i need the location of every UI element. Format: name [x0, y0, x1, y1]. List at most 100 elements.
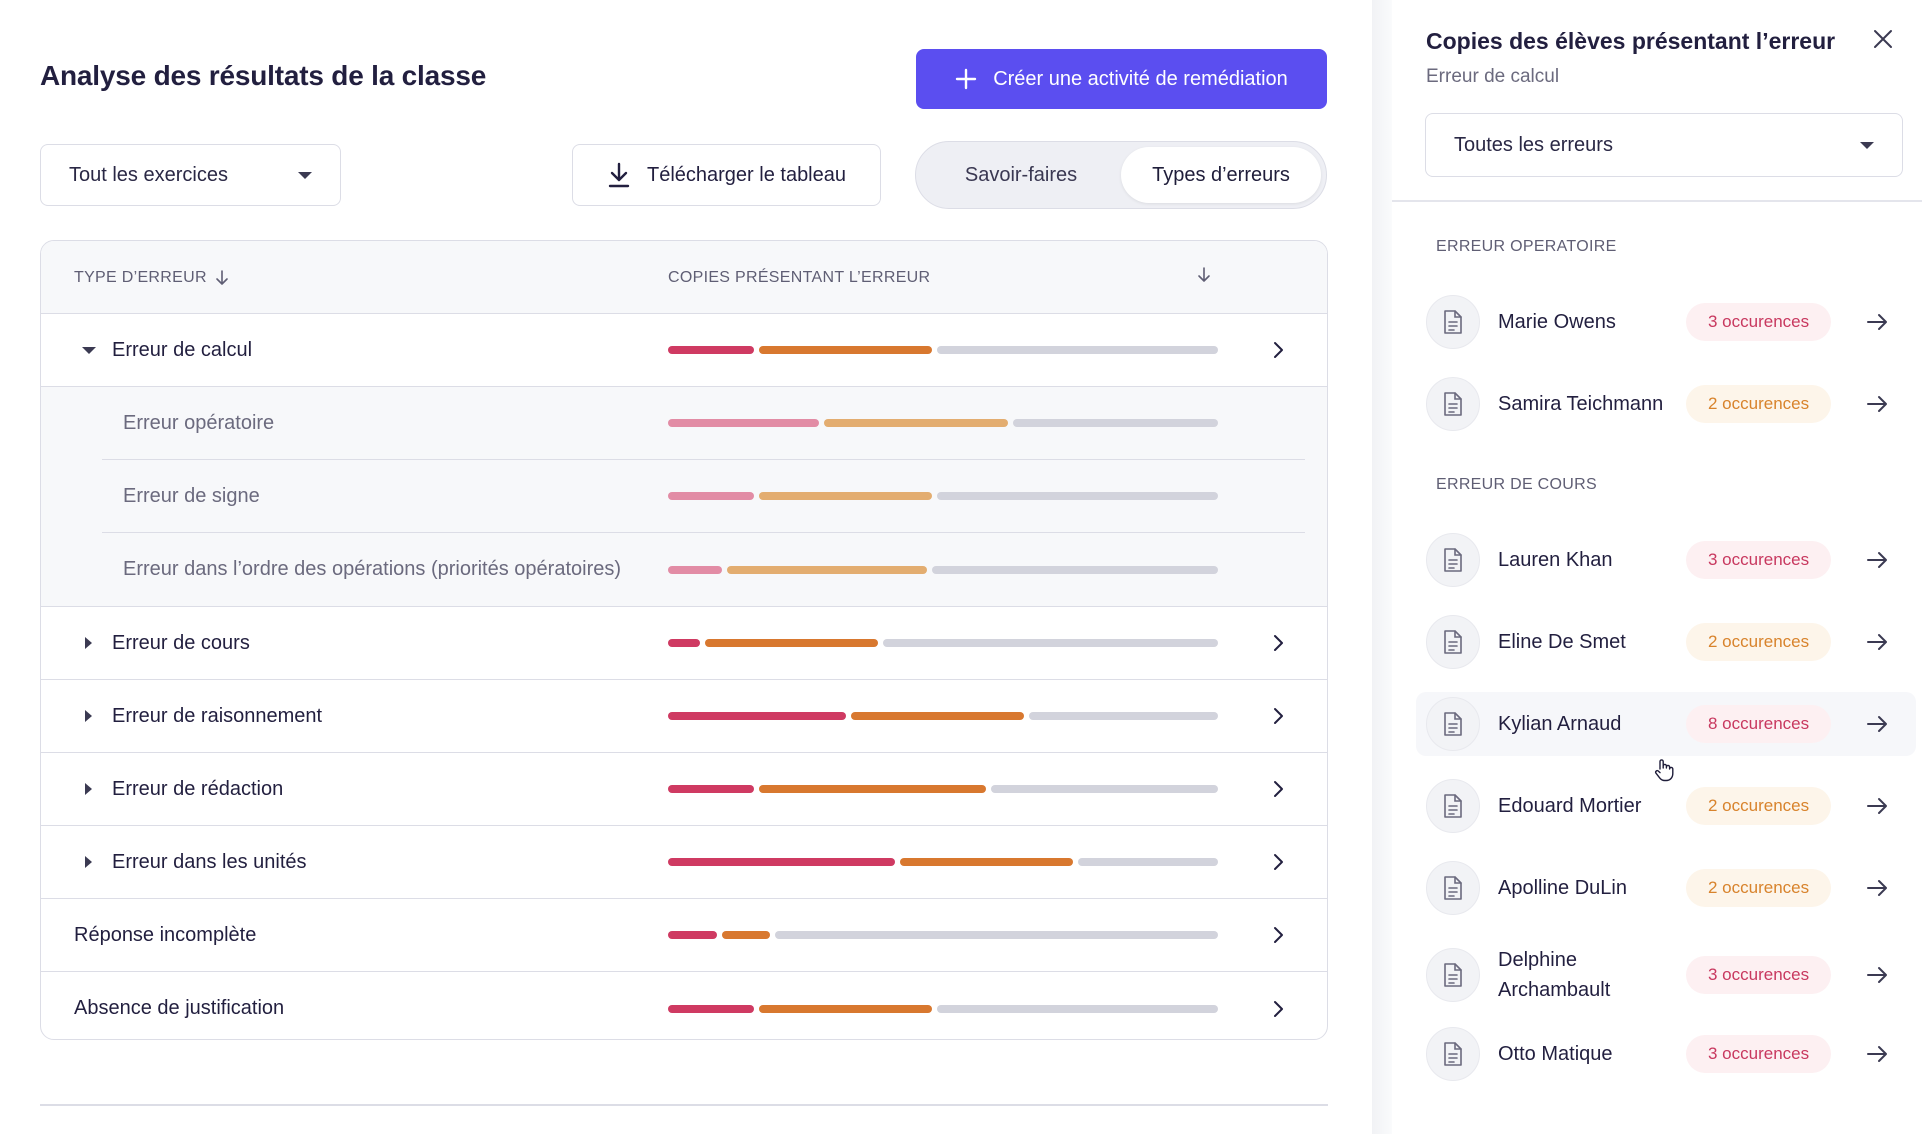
- arrow-right-icon[interactable]: [1866, 966, 1888, 984]
- chevron-right-icon[interactable]: [1271, 926, 1285, 944]
- bar-segment-moderate: [824, 419, 1008, 427]
- table-row[interactable]: Réponse incomplète: [41, 899, 1327, 972]
- chevron-right-icon[interactable]: [1271, 1000, 1285, 1018]
- divider: [1392, 200, 1922, 202]
- create-remediation-button[interactable]: Créer une activité de remédiation: [916, 49, 1327, 109]
- student-row[interactable]: Lauren Khan 3 occurences: [1416, 528, 1916, 592]
- error-distribution-bar: [668, 346, 1218, 354]
- error-table: TYPE D’ERREUR COPIES PRÉSENTANT L’ERREUR…: [40, 240, 1328, 1040]
- table-row[interactable]: Erreur de raisonnement: [41, 680, 1327, 753]
- student-name: Kylian Arnaud: [1498, 713, 1622, 735]
- divider: [40, 1104, 1328, 1106]
- table-row[interactable]: Erreur de calcul: [41, 314, 1327, 387]
- student-row[interactable]: Eline De Smet 2 occurences: [1416, 610, 1916, 674]
- close-icon[interactable]: [1872, 28, 1894, 50]
- side-panel: Copies des élèves présentant l’erreur Er…: [1392, 0, 1922, 1134]
- arrow-right-icon[interactable]: [1866, 879, 1888, 897]
- bar-segment-moderate: [705, 639, 879, 647]
- student-row[interactable]: Kylian Arnaud 8 occurences: [1416, 692, 1916, 756]
- student-row[interactable]: Delphine Archambault 3 occurences: [1416, 938, 1916, 1012]
- caret-right-icon[interactable]: [85, 710, 92, 722]
- bar-segment-severe: [668, 712, 847, 720]
- table-row[interactable]: Erreur de cours: [41, 607, 1327, 680]
- student-name: Lauren Khan: [1498, 549, 1613, 571]
- error-filter-select[interactable]: Toutes les erreurs: [1425, 113, 1903, 177]
- bar-segment-severe: [668, 492, 755, 500]
- student-name: Edouard Mortier: [1498, 795, 1642, 817]
- error-distribution-bar: [668, 785, 1218, 793]
- header-copies-label: COPIES PRÉSENTANT L’ERREUR: [668, 269, 931, 286]
- arrow-right-icon[interactable]: [1866, 551, 1888, 569]
- caret-down-icon: [298, 171, 312, 179]
- header-type-sort[interactable]: TYPE D’ERREUR: [74, 269, 229, 287]
- student-row[interactable]: Otto Matique 3 occurences: [1416, 1022, 1916, 1086]
- table-row[interactable]: Absence de justification: [41, 972, 1327, 1039]
- student-name: Samira Teichmann: [1498, 393, 1664, 415]
- bar-segment-moderate: [727, 565, 927, 574]
- bar-segment-none: [775, 931, 1218, 939]
- chevron-right-icon[interactable]: [1271, 853, 1285, 871]
- row-label: Erreur dans les unités: [112, 850, 307, 873]
- section-title: ERREUR DE COURS: [1436, 476, 1597, 493]
- download-table-button[interactable]: Télécharger le tableau: [572, 144, 881, 206]
- table-body: Erreur de calcul Erreur opératoire Erreur …: [41, 314, 1327, 1039]
- bar-segment-moderate: [721, 931, 771, 939]
- subrow-label: Erreur dans l’ordre des opérations (prio…: [123, 558, 622, 580]
- bar-segment-moderate: [759, 785, 987, 793]
- bar-segment-severe: [668, 346, 755, 354]
- student-row[interactable]: Apolline DuLin 2 occurences: [1416, 856, 1916, 920]
- error-distribution-bar: [668, 492, 1218, 500]
- chevron-right-icon[interactable]: [1271, 634, 1285, 652]
- row-label: Erreur de cours: [112, 631, 250, 654]
- document-icon: [1426, 948, 1480, 1002]
- chevron-right-icon[interactable]: [1271, 780, 1285, 798]
- bar-segment-severe: [668, 931, 717, 939]
- occurrence-badge: 2 occurences: [1686, 385, 1832, 423]
- error-filter-value: Toutes les erreurs: [1454, 133, 1613, 156]
- bar-segment-moderate: [759, 1004, 933, 1013]
- table-subrow[interactable]: Erreur de signe: [102, 460, 1305, 533]
- side-panel-shadow: [1372, 0, 1392, 1134]
- table-row[interactable]: Erreur dans les unités: [41, 826, 1327, 899]
- table-row[interactable]: Erreur de rédaction: [41, 753, 1327, 826]
- arrow-right-icon[interactable]: [1866, 395, 1888, 413]
- bar-segment-none: [937, 346, 1218, 354]
- side-panel-title: Copies des élèves présentant l’erreur: [1426, 28, 1836, 54]
- caret-right-icon[interactable]: [85, 783, 92, 795]
- arrow-right-icon[interactable]: [1866, 715, 1888, 733]
- arrow-right-icon[interactable]: [1866, 313, 1888, 331]
- bar-segment-severe: [668, 419, 820, 427]
- student-row[interactable]: Edouard Mortier 2 occurences: [1416, 774, 1916, 838]
- error-distribution-bar: [668, 712, 1218, 720]
- bar-segment-severe: [668, 639, 701, 647]
- document-icon: [1426, 697, 1480, 751]
- main-panel: Analyse des résultats de la classe Créer…: [40, 49, 1328, 1106]
- bar-segment-none: [937, 1004, 1218, 1013]
- bar-segment-none: [883, 639, 1218, 647]
- row-label: Erreur de rédaction: [112, 777, 284, 800]
- sort-arrow-down-icon[interactable]: [1197, 267, 1211, 283]
- caret-down-icon[interactable]: [82, 346, 96, 354]
- student-row[interactable]: Samira Teichmann 2 occurences: [1416, 372, 1916, 436]
- chevron-right-icon[interactable]: [1271, 341, 1285, 359]
- bar-segment-none: [931, 565, 1218, 574]
- caret-right-icon[interactable]: [85, 637, 92, 649]
- sub-rows: Erreur opératoire Erreur de signe Erreur d…: [41, 387, 1327, 607]
- exercise-select[interactable]: Tout les exercices: [40, 144, 341, 206]
- toggle-types-erreurs[interactable]: Types d’erreurs: [1121, 147, 1321, 203]
- document-icon: [1426, 1027, 1480, 1081]
- table-subrow[interactable]: Erreur opératoire: [102, 387, 1305, 460]
- student-row[interactable]: Marie Owens 3 occurences: [1416, 290, 1916, 354]
- arrow-right-icon[interactable]: [1866, 1045, 1888, 1063]
- caret-right-icon[interactable]: [85, 856, 92, 868]
- arrow-right-icon[interactable]: [1866, 633, 1888, 651]
- document-icon: [1426, 295, 1480, 349]
- occurrence-badge: 2 occurences: [1686, 787, 1832, 825]
- chevron-right-icon[interactable]: [1271, 707, 1285, 725]
- arrow-right-icon[interactable]: [1866, 797, 1888, 815]
- toggle-savoir-faires[interactable]: Savoir-faires: [964, 163, 1078, 186]
- arrow-down-icon: [216, 270, 228, 285]
- student-name: Apolline DuLin: [1498, 877, 1627, 899]
- table-subrow[interactable]: Erreur dans l’ordre des opérations (prio…: [102, 533, 1305, 606]
- bar-segment-severe: [668, 565, 722, 574]
